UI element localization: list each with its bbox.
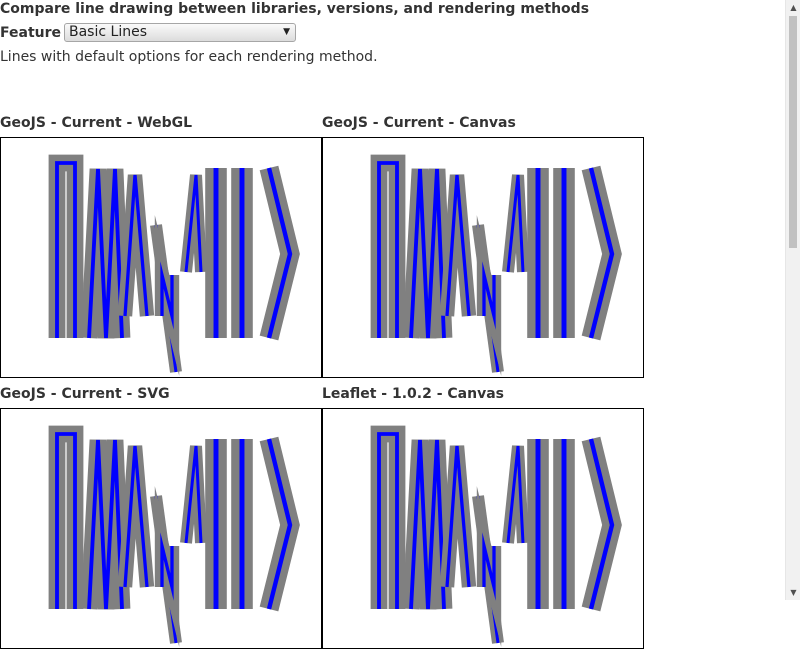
peak-line [184,445,203,544]
feature-select[interactable]: Basic Lines ▼ [64,23,296,42]
lines-drawing [48,154,300,376]
n-shape-line [160,532,174,601]
page-scrollbar[interactable]: ▲ ▼ [785,0,800,600]
chevron-line-outline [259,436,300,612]
chevron-line [588,438,615,610]
render-panel-leaflet-canvas[interactable] [322,408,644,649]
lines-drawing [48,425,300,647]
peak-line [506,445,525,544]
panel-title-geojs-canvas: GeoJS - Current - Canvas [322,115,516,131]
panel-title-geojs-webgl: GeoJS - Current - WebGL [0,115,193,131]
chevron-line-outline [581,165,622,341]
u-shape-line-outline [370,154,406,338]
triangle-down-icon: ▼ [283,27,290,37]
triangle-down-icon[interactable]: ▼ [790,588,797,597]
scrollbar-thumb[interactable] [789,16,797,248]
page-heading: Compare line drawing between libraries, … [0,1,590,17]
n-shape-line [482,261,496,330]
spike-line [445,445,471,588]
render-panel-geojs-canvas[interactable] [322,137,644,378]
panel-title-leaflet-canvas: Leaflet - 1.0.2 - Canvas [322,386,504,402]
peak-line [506,174,525,273]
u-shape-line-outline [48,154,84,338]
peak-line [184,174,203,273]
spike-line [123,174,149,317]
spike-line [445,174,471,317]
u-shape-line-outline [48,425,84,609]
n-shape-line [482,532,496,601]
spike-line [123,445,149,588]
triangle-up-icon[interactable]: ▲ [790,3,797,12]
panel-title-geojs-svg: GeoJS - Current - SVG [0,386,170,402]
lines-drawing [370,154,622,376]
chevron-line [266,438,293,610]
u-shape-line-outline [370,425,406,609]
u-shape-line [377,432,399,609]
chevron-line [588,167,615,339]
u-shape-line [377,161,399,338]
feature-row: Feature Basic Lines ▼ [0,22,296,43]
lines-drawing [370,425,622,647]
zigzag-line [87,168,124,339]
render-panel-geojs-webgl[interactable] [0,137,322,378]
u-shape-line [55,432,77,609]
n-shape-line [160,261,174,330]
zigzag-line [409,168,446,339]
chevron-line [266,167,293,339]
render-panel-geojs-svg[interactable] [0,408,322,649]
feature-label: Feature [0,24,61,41]
chevron-line-outline [581,436,622,612]
feature-select-value: Basic Lines [69,24,147,40]
u-shape-line [55,161,77,338]
chevron-line-outline [259,165,300,341]
feature-description: Lines with default options for each rend… [0,49,378,65]
